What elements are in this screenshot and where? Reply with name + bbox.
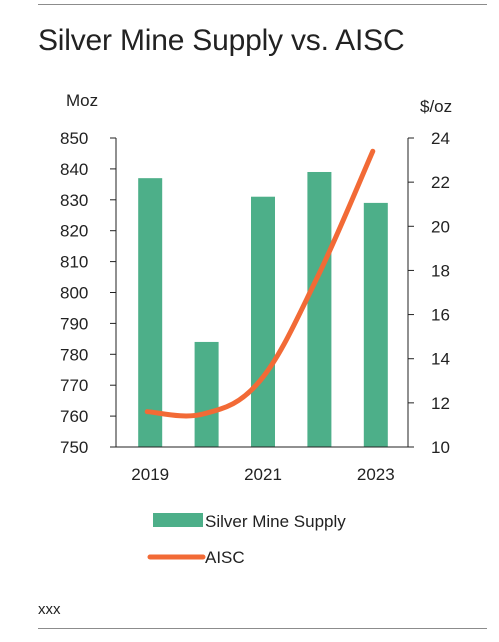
right-axis-tick-label: 10 — [431, 438, 450, 457]
left-axis-tick-label: 750 — [60, 438, 88, 457]
left-axis-tick-label: 850 — [60, 129, 88, 148]
bar-2019 — [138, 178, 163, 448]
bar-2021 — [251, 196, 275, 447]
right-axis-tick-label: 16 — [431, 306, 450, 325]
bar-2020 — [194, 341, 219, 447]
bar-2022 — [307, 171, 332, 448]
left-axis-tick-label: 830 — [60, 191, 88, 210]
chart-canvas: 750 760 770 780 790 800 810 820 830 840 850 10 12 14… — [60, 91, 452, 567]
right-axis-tick-label: 22 — [431, 173, 450, 192]
footnote: xxx — [38, 601, 61, 618]
bar-2023 — [363, 202, 388, 447]
left-axis-unit: Moz — [66, 91, 98, 110]
right-axis-tick-label: 12 — [431, 394, 450, 413]
legend-bar-label: Silver Mine Supply — [205, 512, 346, 531]
left-axis-tick-label: 780 — [60, 345, 88, 364]
left-axis-tick-label: 800 — [60, 284, 88, 303]
left-axis-tick-label: 770 — [60, 376, 88, 395]
right-axis-tick-label: 24 — [431, 129, 450, 148]
legend-bar-swatch — [153, 513, 203, 527]
left-axis-tick-label: 790 — [60, 314, 88, 333]
legend: Silver Mine Supply AISC — [147, 512, 346, 567]
aisc-line — [144, 148, 376, 419]
right-axis-tick-label: 18 — [431, 261, 450, 280]
x-axis-tick-label: 2019 — [131, 465, 169, 484]
left-axis-tick-label: 760 — [60, 407, 88, 426]
chart-title: Silver Mine Supply vs. AISC — [38, 24, 405, 57]
left-axis-tick-label: 840 — [60, 160, 88, 179]
right-axis: 10 12 14 16 18 20 22 24 — [407, 129, 450, 457]
bottom-rule — [38, 628, 487, 629]
x-axis: 2019 2021 2023 — [116, 446, 408, 484]
x-axis-tick-label: 2023 — [357, 465, 395, 484]
top-rule — [38, 4, 487, 5]
x-axis-tick-label: 2021 — [244, 465, 282, 484]
line-series — [144, 148, 376, 419]
left-axis-tick-label: 820 — [60, 222, 88, 241]
legend-line-label: AISC — [205, 548, 245, 567]
bar-series — [138, 171, 388, 448]
left-axis-tick-label: 810 — [60, 253, 88, 272]
right-axis-tick-label: 20 — [431, 217, 450, 236]
right-axis-unit: $/oz — [420, 97, 452, 116]
right-axis-tick-label: 14 — [431, 350, 450, 369]
left-axis: 750 760 770 780 790 800 810 820 830 840 850 — [60, 129, 117, 457]
